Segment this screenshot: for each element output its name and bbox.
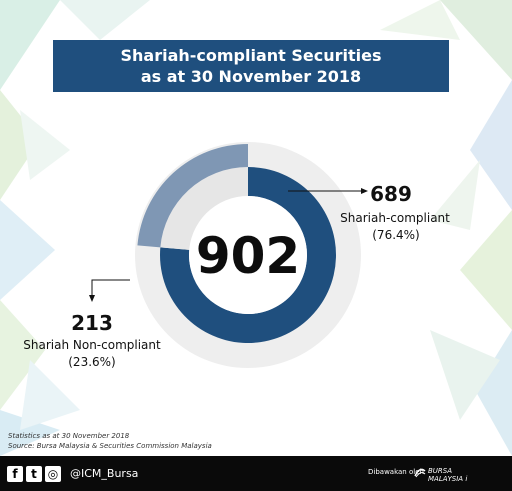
- source-note: Source: Bursa Malaysia & Securities Comm…: [8, 442, 212, 450]
- inner-hole: [189, 196, 307, 314]
- chart-title-line1: Shariah-compliant Securities: [120, 46, 382, 65]
- noncompliant-percent: (23.6%): [68, 355, 115, 369]
- footer-bar: f t ◎ @ICM_Bursa Dibawakan oleh BURSA MA…: [0, 456, 512, 491]
- noncompliant-arrow-head: [89, 295, 95, 302]
- chart-title-box: Shariah-compliant Securities as at 30 No…: [53, 40, 449, 92]
- chart-title-line2: as at 30 November 2018: [140, 67, 362, 86]
- logo-line1: BURSA: [428, 467, 453, 475]
- compliant-arrow-head: [361, 188, 368, 194]
- slice-shariah-compliant: [160, 167, 336, 344]
- slice-shariah-non-compliant-inner: [160, 167, 248, 250]
- statistics-note: Statistics as at 30 November 2018: [8, 432, 130, 440]
- twitter-icon[interactable]: t: [26, 466, 42, 482]
- compliant-value: 689: [370, 182, 412, 206]
- facebook-icon[interactable]: f: [7, 466, 23, 482]
- total-count: 902: [196, 227, 300, 285]
- slice-shariah-non-compliant: [137, 144, 248, 248]
- instagram-icon[interactable]: ◎: [45, 466, 61, 482]
- logo-line2: MALAYSIA i: [428, 475, 468, 483]
- bursa-logo-text: BURSA MALAYSIA i: [428, 467, 467, 483]
- bursa-logo-icon: [414, 468, 426, 478]
- noncompliant-label: Shariah Non-compliant: [23, 338, 161, 352]
- compliant-percent: (76.4%): [372, 228, 419, 242]
- noncompliant-pointer-arrow: [91, 279, 130, 297]
- compliant-label: Shariah-compliant: [340, 211, 450, 225]
- social-icons: f t ◎: [7, 466, 61, 482]
- powered-by-text: Dibawakan oleh: [368, 468, 424, 476]
- noncompliant-value: 213: [71, 311, 113, 335]
- social-handle[interactable]: @ICM_Bursa: [70, 467, 139, 480]
